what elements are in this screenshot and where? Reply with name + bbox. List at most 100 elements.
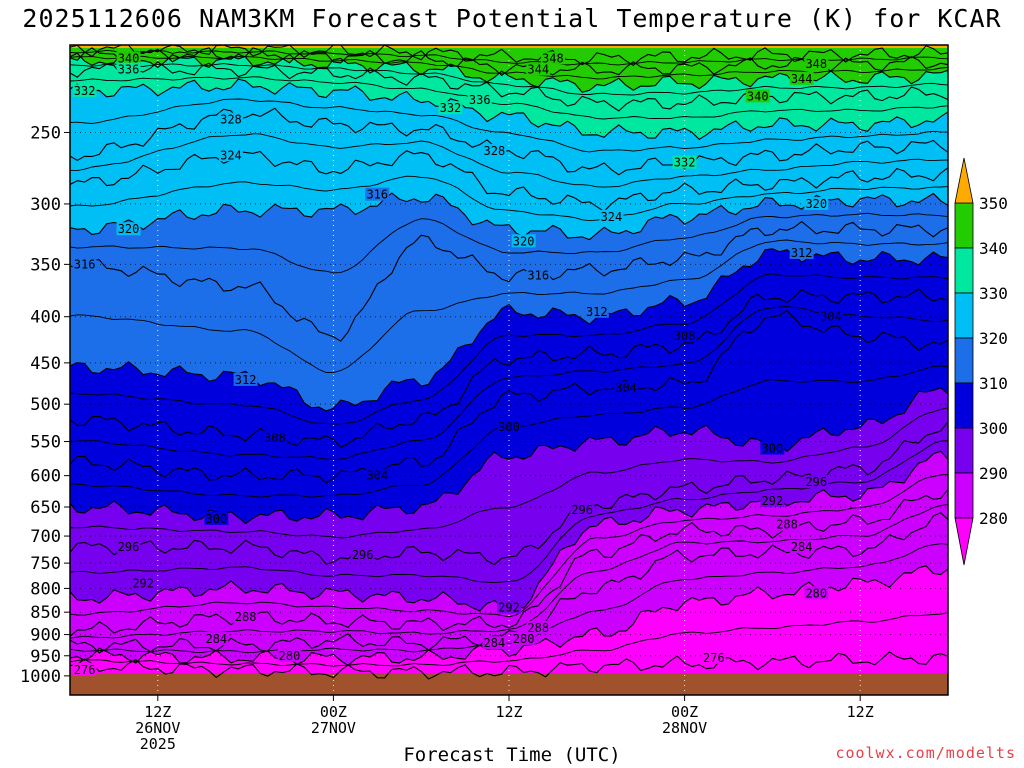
contour-label-bg [262, 430, 287, 444]
isentrope-290 [69, 473, 949, 618]
isentrope-316 [69, 220, 949, 342]
x-tick-label: 12Z [144, 703, 171, 721]
x-tick-label: 12Z [495, 703, 522, 721]
contour-label: 332 [74, 84, 96, 98]
contour-label: 304 [615, 381, 637, 395]
colorbar-segment [954, 292, 974, 339]
contour-label-bg [775, 517, 800, 531]
contour-label: 340 [118, 51, 140, 65]
contour-label: 300 [205, 512, 227, 526]
contour-label-bg [511, 234, 536, 248]
colorbar-segment [954, 427, 974, 474]
contour-label-bg [599, 209, 624, 223]
colorbar-tick-label: 350 [979, 194, 1008, 213]
isentrope-336 [69, 61, 949, 112]
contour-label: 312 [586, 305, 608, 319]
contour-label: 344 [791, 72, 813, 86]
contour-label: 348 [805, 57, 827, 71]
y-tick-label: 850 [30, 603, 61, 623]
contour-label: 280 [513, 632, 535, 646]
contour-label-bg [745, 89, 770, 103]
isentrope-lines [69, 44, 949, 680]
colorbar-tick-label: 290 [979, 464, 1008, 483]
contour-label: 336 [118, 63, 140, 77]
contour-label-bg [365, 468, 390, 482]
contour-label-bg [760, 493, 785, 507]
contour-label: 276 [703, 651, 725, 665]
y-tick-label: 950 [30, 647, 61, 667]
y-tick-label: 600 [30, 467, 61, 487]
contour-label-bg [672, 328, 697, 342]
contour-label: 280 [805, 586, 827, 600]
y-tick-label: 450 [30, 354, 61, 374]
contour-label-bg [804, 57, 829, 71]
contour-label: 300 [498, 420, 520, 434]
contour-label: 284 [484, 636, 506, 650]
contour-label: 284 [205, 632, 227, 646]
contour-label: 308 [674, 329, 696, 343]
contour-label: 332 [674, 156, 696, 170]
contour-label: 348 [542, 51, 564, 65]
isentrope-306 [69, 306, 949, 460]
contour-label-bg [116, 222, 141, 236]
contour-label: 316 [527, 268, 549, 282]
contour-label: 308 [264, 431, 286, 445]
contour-label-bg [818, 309, 843, 323]
contour-label-bg [72, 84, 97, 98]
x-axis-label: Forecast Time (UTC) [403, 744, 621, 766]
contour-label-bg [526, 268, 551, 282]
isentrope-294 [69, 440, 949, 584]
isentrope-308 [69, 288, 949, 449]
contour-label: 292 [498, 601, 520, 615]
contour-labels: 3403363323283243203163163123083043002962… [72, 51, 843, 677]
contour-label: 284 [791, 540, 813, 554]
isentrope-276 [69, 651, 949, 680]
y-tick-label: 400 [30, 308, 61, 328]
colorbar-segment [954, 337, 974, 384]
contour-label-bg [540, 51, 565, 65]
contour-label-bg [789, 245, 814, 259]
isentrope-332 [69, 78, 949, 140]
contour-label: 292 [762, 494, 784, 508]
contour-label-bg [701, 650, 726, 664]
y-tick-label: 350 [30, 255, 61, 275]
credit-link[interactable]: coolwx.com/modelts [835, 744, 1016, 762]
contour-label: 296 [352, 548, 374, 562]
isentrope-310 [69, 273, 949, 425]
contour-label-bg [204, 631, 229, 645]
contour-label: 324 [601, 210, 623, 224]
contour-label-bg [438, 101, 463, 115]
y-tick-label: 1000 [20, 667, 61, 687]
ground-surface [70, 673, 948, 695]
isentrope-322 [69, 175, 949, 222]
contour-label-bg [804, 196, 829, 210]
isentrope-304 [69, 309, 949, 484]
contour-label: 344 [527, 63, 549, 77]
contour-label-bg [277, 648, 302, 662]
contour-label: 320 [118, 222, 140, 236]
contour-label: 280 [279, 649, 301, 663]
colorbar-tick-label: 310 [979, 374, 1008, 393]
colorbar-tick-label: 280 [979, 509, 1008, 528]
contour-label: 276 [74, 663, 96, 677]
contour-label-bg [482, 143, 507, 157]
contour-label: 316 [74, 257, 96, 271]
contour-label: 288 [235, 610, 257, 624]
isentrope-296 [69, 421, 949, 566]
contour-label-bg [131, 576, 156, 590]
contour-label: 320 [513, 234, 535, 248]
contour-label: 292 [132, 576, 154, 590]
isentrope-328 [69, 107, 949, 176]
contour-label: 304 [366, 469, 388, 483]
contour-label: 296 [571, 503, 593, 517]
x-tick-label: 26NOV [135, 719, 180, 737]
contour-label: 296 [118, 540, 140, 554]
chart-title: 2025112606 NAM3KM Forecast Potential Tem… [22, 4, 1002, 33]
x-tick-label: 2025 [140, 735, 176, 753]
colorbar-segment [954, 247, 974, 294]
y-tick-label: 500 [30, 395, 61, 415]
contour-label-bg [804, 586, 829, 600]
contour-label-bg [233, 609, 258, 623]
